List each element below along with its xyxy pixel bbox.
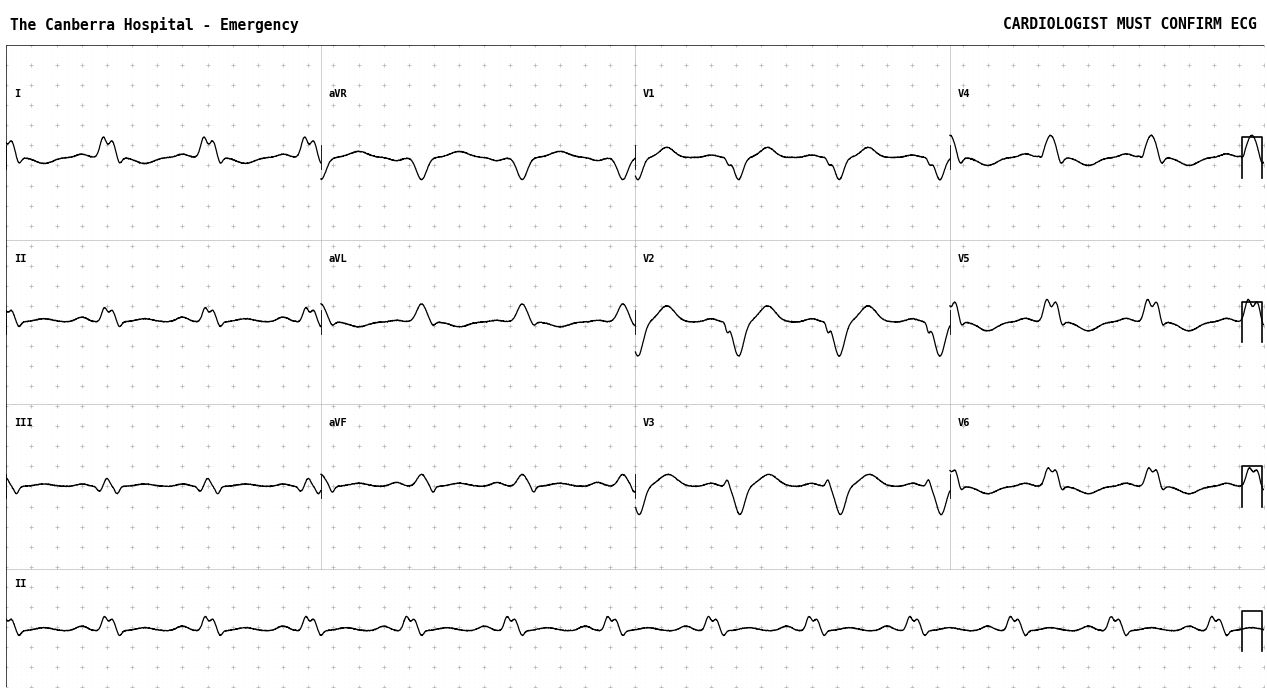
Text: V6: V6: [958, 418, 971, 428]
Text: V4: V4: [958, 90, 971, 99]
Text: aVF: aVF: [328, 418, 347, 428]
Text: V1: V1: [642, 90, 655, 99]
Text: The Canberra Hospital - Emergency: The Canberra Hospital - Emergency: [10, 17, 299, 33]
Text: aVR: aVR: [328, 90, 347, 99]
Text: CARDIOLOGIST MUST CONFIRM ECG: CARDIOLOGIST MUST CONFIRM ECG: [1003, 17, 1257, 33]
Text: V5: V5: [958, 254, 971, 264]
Text: III: III: [14, 418, 33, 428]
Text: aVL: aVL: [328, 254, 347, 264]
Text: I: I: [14, 90, 20, 99]
Text: II: II: [14, 254, 27, 264]
Text: V3: V3: [642, 418, 655, 428]
Text: II: II: [14, 579, 27, 589]
Text: V2: V2: [642, 254, 655, 264]
